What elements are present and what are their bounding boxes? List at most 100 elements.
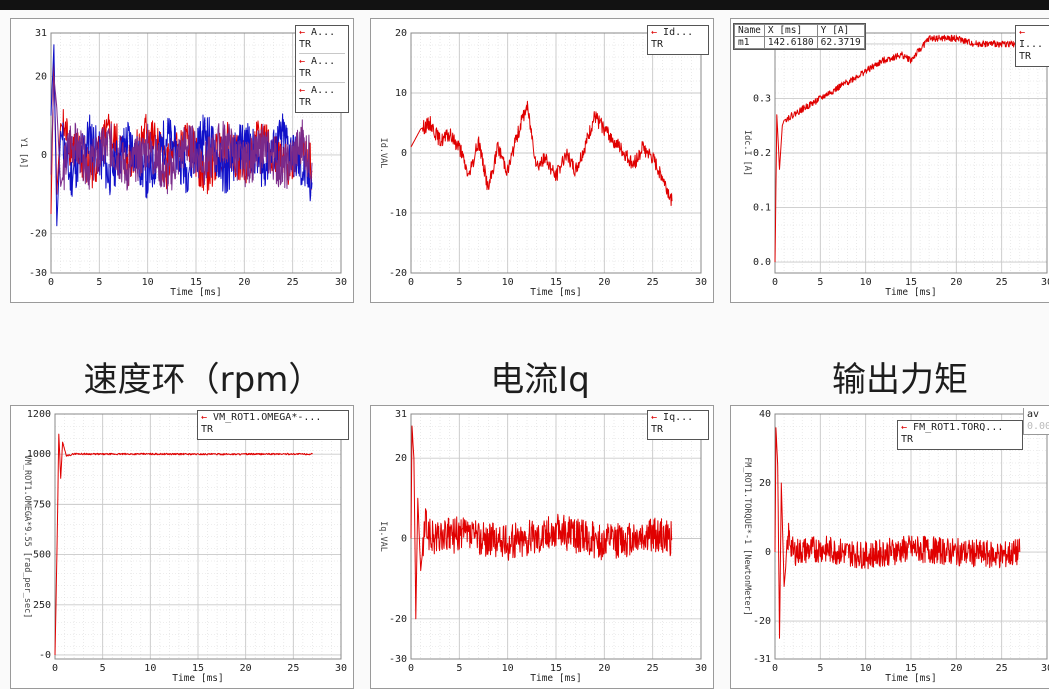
chart-panel-id-current: 0 5 10 15 20 25 30 20 10 0 -10 -20 Time [ms] Id.VAL ←… [370, 18, 714, 303]
x-tick-label: 10 [502, 663, 514, 674]
y-tick-label: -20 [753, 616, 771, 627]
x-tick-label: 20 [950, 277, 962, 288]
x-axis-label: Time [ms] [530, 287, 581, 298]
chart-legend: ← VM_ROT1.OMEGA*-... TR [197, 410, 349, 440]
chart-panel-iq-current: 0 5 10 15 20 25 30 31 20 0 -20 -30 Time [ms] Iq.VAL ←… [370, 405, 714, 689]
x-tick-label: 25 [287, 277, 299, 288]
y-tick-label: 40 [759, 409, 771, 420]
x-tick-label: 15 [905, 277, 917, 288]
heading-output-torque: 输出力矩 [832, 360, 968, 400]
legend-entry: ← FM_ROT1.TORQ... TR [901, 422, 1004, 445]
chart-legend: ← I... TR [1015, 25, 1049, 67]
y-tick-label: 10 [395, 88, 407, 99]
series-line [50, 75, 313, 195]
x-tick-label: 0 [408, 663, 414, 674]
x-tick-label: 25 [996, 663, 1008, 674]
y-tick-label: -20 [29, 229, 47, 240]
y-tick-label: 1000 [27, 449, 51, 460]
x-tick-label: 5 [817, 663, 823, 674]
legend-entry: ← A... TR [299, 27, 345, 54]
cursor-name: m1 [734, 36, 765, 49]
chart-legend: ← Id... TR [647, 25, 709, 55]
x-tick-label: 5 [96, 277, 102, 288]
series-line [774, 34, 1021, 263]
y-tick-label: 1200 [27, 409, 51, 420]
chart-svg-phase-currents: 0 5 10 15 20 25 30 31 20 0 -20 -30 Time [ms] Y1 [A] [18, 28, 347, 298]
x-tick-label: 25 [996, 277, 1008, 288]
y-axis-label: Id.VAL [378, 138, 388, 169]
x-tick-label: 15 [550, 663, 562, 674]
x-tick-label: 30 [695, 663, 707, 674]
x-tick-label: 20 [950, 663, 962, 674]
x-tick-label: 30 [1041, 663, 1049, 674]
legend-entry: ← I... TR [1019, 27, 1044, 62]
x-axis-label: Time [ms] [172, 673, 223, 684]
chart-panel-output-torque: 0 5 10 15 20 25 30 40 20 0 -20 -31 Time [ms] FM_ROT1.… [730, 405, 1049, 689]
cursor-x-value: 142.6180 [763, 36, 818, 49]
x-tick-label: 30 [335, 277, 347, 288]
chart-svg-iq-current: 0 5 10 15 20 25 30 31 20 0 -20 -30 Time [ms] Iq.VAL [378, 409, 707, 684]
chart-svg-speed-loop: 0 5 10 15 20 25 30 1200 1000 750 500 250 -0 Time [ms]… [22, 409, 347, 684]
y-tick-label: 31 [395, 409, 407, 420]
y-tick-label: 0 [765, 547, 771, 558]
y-tick-label: 20 [35, 71, 47, 82]
x-axis-label: Time [ms] [885, 673, 936, 684]
x-tick-label: 15 [190, 277, 202, 288]
chart-svg-output-torque: 0 5 10 15 20 25 30 40 20 0 -20 -31 Time [ms] FM_ROT1.… [742, 409, 1049, 684]
chart-legend: ← A... TR ← A... TR ← A... TR [295, 25, 349, 113]
y-tick-label: 0.0 [753, 257, 771, 268]
y-tick-label: -20 [389, 614, 407, 625]
cursor-header-name: Name [734, 24, 765, 37]
x-axis-label: Time [ms] [170, 287, 221, 298]
y-tick-label: 500 [33, 550, 51, 561]
x-tick-label: 0 [772, 277, 778, 288]
y-tick-label: 0 [41, 150, 47, 161]
series-line [410, 425, 673, 620]
chart-legend: ← Iq... TR [647, 410, 709, 440]
x-tick-label: 10 [860, 277, 872, 288]
y-axis-label: VM_ROT1.OMEGA*9.55 [rad_per_sec] [22, 455, 32, 619]
heading-speed-loop: 速度环（rpm） [83, 360, 323, 400]
x-tick-label: 5 [456, 663, 462, 674]
y-tick-label: -30 [29, 268, 47, 279]
y-tick-label: -0 [39, 650, 51, 661]
x-tick-label: 5 [817, 277, 823, 288]
x-tick-label: 20 [238, 277, 250, 288]
x-tick-label: 10 [144, 663, 156, 674]
y-axis-label: Y1 [A] [18, 138, 28, 169]
x-tick-label: 25 [647, 277, 659, 288]
cursor-header-y: Y [A] [816, 24, 865, 37]
x-axis-label: Time [ms] [885, 287, 936, 298]
chart-svg-id-current: 0 5 10 15 20 25 30 20 10 0 -10 -20 Time [ms] Id.VAL [378, 28, 707, 298]
y-tick-label: -10 [389, 208, 407, 219]
x-tick-label: 25 [647, 663, 659, 674]
y-tick-label: 0.2 [753, 148, 771, 159]
x-tick-label: 10 [502, 277, 514, 288]
x-axis-label: Time [ms] [530, 673, 581, 684]
y-tick-label: -31 [753, 654, 771, 665]
plot-frame [774, 32, 1048, 274]
x-tick-label: 0 [52, 663, 58, 674]
x-tick-label: 0 [48, 277, 54, 288]
x-tick-label: 5 [100, 663, 106, 674]
x-tick-label: 5 [456, 277, 462, 288]
chart-panel-speed-loop: 0 5 10 15 20 25 30 1200 1000 750 500 250 -0 Time [ms]… [10, 405, 354, 689]
legend-entry: ← A... TR [299, 56, 345, 83]
chart-panel-phase-currents: 0 5 10 15 20 25 30 31 20 0 -20 -30 Time [ms] Y1 [A] ←… [10, 18, 354, 303]
series-line [410, 100, 673, 207]
cursor-readout-table: Name X [ms] Y [A] m1 142.6180 62.3719 [733, 23, 866, 50]
y-tick-label: 20 [395, 28, 407, 39]
x-tick-label: 0 [772, 663, 778, 674]
y-axis-label: FM_ROT1.TORQUE*-1 [NewtonMeter] [742, 457, 752, 616]
y-axis-label: Idc.I [A] [742, 130, 752, 176]
x-tick-label: 30 [1041, 277, 1049, 288]
y-tick-label: 20 [759, 478, 771, 489]
x-tick-label: 15 [905, 663, 917, 674]
y-tick-label: 750 [33, 499, 51, 510]
plot-frame [50, 32, 342, 274]
y-tick-label: -20 [389, 268, 407, 279]
x-tick-label: 10 [860, 663, 872, 674]
chart-legend: ← FM_ROT1.TORQ... TR [897, 420, 1023, 450]
y-tick-label: 0 [401, 148, 407, 159]
